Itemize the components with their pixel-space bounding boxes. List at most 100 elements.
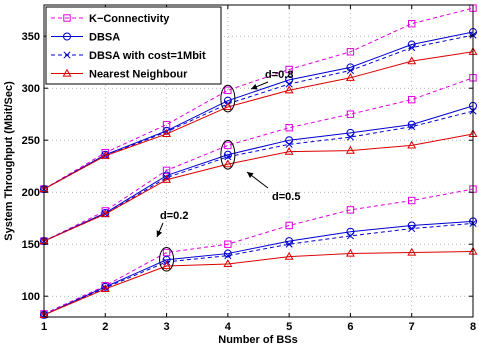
- data-point: [223, 159, 233, 168]
- data-point: [285, 140, 293, 148]
- data-point: [285, 124, 293, 132]
- data-point: [63, 14, 71, 22]
- data-point: [63, 32, 71, 41]
- data-point: [162, 255, 171, 264]
- x-axis-label: Number of BSs: [218, 334, 297, 346]
- x-tick-label: 2: [102, 321, 108, 333]
- legend-label: DBSA: [89, 32, 120, 44]
- data-point: [285, 240, 293, 248]
- data-point: [408, 123, 416, 131]
- annotation-arrowhead: [251, 83, 258, 90]
- data-point: [345, 145, 355, 154]
- annotation-ellipse: [220, 139, 236, 170]
- legend-label: K−Connectivity: [89, 13, 170, 25]
- x-tick-label: 5: [286, 321, 292, 333]
- data-point: [408, 44, 416, 52]
- y-tick-label: 350: [22, 31, 40, 43]
- series-group: [39, 74, 478, 246]
- data-point: [162, 248, 171, 257]
- data-point: [100, 150, 110, 159]
- data-point: [345, 72, 355, 81]
- x-tick-label: 8: [470, 321, 476, 333]
- series-line: [43, 133, 474, 242]
- data-point: [162, 174, 172, 183]
- x-tick-label: 7: [409, 321, 415, 333]
- data-point: [346, 48, 355, 56]
- y-tick-label: 150: [22, 239, 40, 251]
- data-point: [285, 221, 293, 230]
- data-point: [62, 68, 72, 77]
- data-point: [407, 140, 417, 149]
- data-point: [63, 51, 71, 59]
- data-point: [223, 249, 232, 258]
- series-line: [43, 222, 474, 316]
- data-point: [285, 80, 293, 88]
- annotation-ellipse: [159, 247, 175, 272]
- data-point: [408, 20, 416, 28]
- data-point: [223, 259, 233, 268]
- data-point: [224, 86, 232, 94]
- data-point: [408, 225, 416, 233]
- data-point: [224, 141, 232, 150]
- data-point: [162, 166, 171, 175]
- data-point: [284, 146, 294, 155]
- data-point: [224, 252, 232, 260]
- y-tick-label: 100: [22, 291, 40, 303]
- data-point: [162, 129, 172, 138]
- plot-frame: [43, 4, 474, 318]
- annotation-label: d=0.2: [160, 210, 188, 222]
- series-line: [43, 188, 474, 315]
- data-point: [284, 85, 294, 94]
- ticks: 1 2 3 4 5 6 7 8 100 150 200 250 300 350: [22, 5, 476, 333]
- data-point: [346, 110, 355, 118]
- series-line: [43, 31, 474, 190]
- series-line: [43, 220, 474, 316]
- data-point: [345, 248, 355, 257]
- annotation-arrowhead: [247, 172, 254, 179]
- data-point: [346, 66, 354, 75]
- data-point: [408, 196, 416, 205]
- data-point: [162, 171, 171, 180]
- legend-box: [45, 6, 222, 85]
- series-group: [39, 185, 478, 319]
- data-point: [224, 153, 232, 161]
- data-point: [223, 102, 233, 111]
- data-point: [346, 133, 354, 141]
- x-tick-label: 4: [225, 321, 232, 333]
- data-point: [100, 284, 110, 293]
- y-tick-label: 300: [22, 83, 40, 95]
- annotations: d=0.8 d=0.5 d=0.2: [156, 69, 300, 272]
- annotation-arrowhead: [156, 230, 163, 237]
- data-point: [408, 95, 416, 104]
- series-line: [43, 51, 474, 190]
- series-line: [43, 77, 474, 242]
- annotation-label: d=0.8: [265, 69, 293, 81]
- annotation-label: d=0.5: [272, 191, 300, 203]
- y-tick-label: 200: [22, 187, 40, 199]
- data-point: [224, 240, 232, 248]
- data-point: [407, 56, 417, 65]
- legend-label: Nearest Neighbour: [89, 69, 188, 81]
- data-point: [39, 310, 49, 319]
- data-point: [285, 65, 293, 74]
- y-axis-label: System Throughput (Mbit/Sec): [3, 81, 15, 241]
- data-point: [407, 247, 417, 256]
- x-tick-label: 1: [41, 321, 47, 333]
- data-point: [100, 209, 110, 218]
- x-tick-label: 3: [164, 321, 170, 333]
- series-line: [43, 110, 474, 242]
- legend: K−Connectivity DBSA DBSA with cost=1Mbit Ne…: [45, 6, 222, 85]
- legend-label: DBSA with cost=1Mbit: [89, 50, 206, 62]
- series-line: [43, 7, 474, 190]
- data-point: [284, 251, 294, 260]
- series-line: [43, 250, 474, 316]
- data-point: [346, 232, 354, 240]
- annotation-ellipse: [220, 84, 236, 113]
- data-point: [407, 120, 416, 129]
- data-point: [223, 150, 232, 159]
- data-point: [162, 261, 172, 270]
- y-tick-label: 250: [22, 135, 40, 147]
- series-layer: [39, 4, 478, 319]
- x-tick-label: 6: [347, 321, 353, 333]
